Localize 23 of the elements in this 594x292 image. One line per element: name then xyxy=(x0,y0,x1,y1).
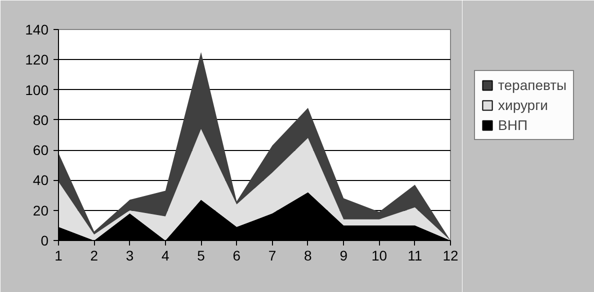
x-tick-label: 7 xyxy=(268,248,276,264)
y-tick-label: 100 xyxy=(25,82,49,98)
x-tick-label: 9 xyxy=(340,248,348,264)
legend-label: ВНП xyxy=(498,117,528,133)
y-tick-label: 20 xyxy=(32,202,49,218)
x-tick-label: 12 xyxy=(442,248,458,264)
x-tick-label: 5 xyxy=(197,248,206,264)
x-tick-label: 11 xyxy=(408,248,422,264)
x-tick-label: 2 xyxy=(90,248,98,264)
x-tick-label: 3 xyxy=(126,248,134,264)
y-tick-label: 80 xyxy=(32,112,49,128)
legend-label: хирурги xyxy=(498,97,548,113)
y-tick-label: 60 xyxy=(32,142,49,158)
y-tick-label: 0 xyxy=(40,232,49,248)
x-tick-label: 1 xyxy=(54,248,63,264)
legend-label: терапевты xyxy=(498,77,567,93)
x-tick-label: 4 xyxy=(162,248,170,264)
x-tick-label: 10 xyxy=(371,248,388,264)
x-tick-label: 6 xyxy=(232,248,241,264)
y-tick-label: 140 xyxy=(25,22,49,38)
x-tick-label: 8 xyxy=(304,248,312,264)
y-tick-label: 120 xyxy=(25,52,49,68)
y-tick-label: 40 xyxy=(32,172,49,188)
